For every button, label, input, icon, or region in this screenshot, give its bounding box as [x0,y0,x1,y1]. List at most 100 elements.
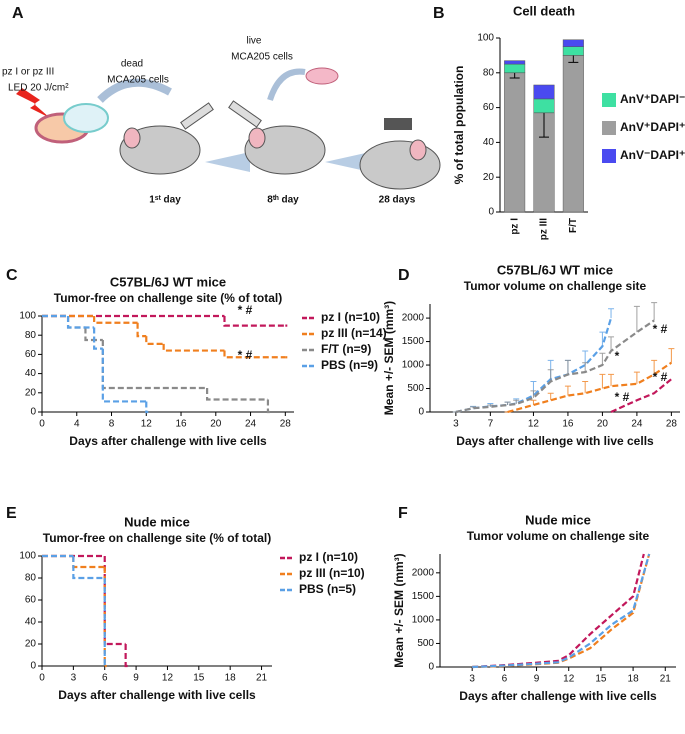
x-tick-label: 18 [225,673,237,684]
series-line [455,319,655,414]
y-tick-label: 60 [483,102,495,113]
y-tick-label: 0 [30,407,36,418]
schematic-text: 8ᵗʰ day [267,195,299,206]
y-tick-label: 1000 [402,360,425,371]
error-bar [599,373,606,389]
x-tick-label: 15 [595,674,607,685]
survival-step [223,350,286,359]
y-tick-label: 2000 [402,313,425,324]
legend-label: AnV⁺DAPI⁻ [620,92,685,106]
dish-lid [63,103,109,133]
survival-step [136,322,147,338]
error-bar [608,308,615,319]
survival-step [66,316,95,329]
schematic-text: MCA205 cells [231,52,293,63]
error-bar [599,352,606,366]
chart-subtitle: Tumor-free on challenge site (% of total… [54,291,282,305]
error-bar [633,371,640,384]
panel-label: F [398,505,408,522]
x-tick-label: 28 [666,419,678,430]
schematic-text: dead [121,59,143,70]
legend-swatch [602,93,616,107]
error-bar [564,385,571,396]
mouse-ear [248,127,266,149]
survival-step [93,327,103,350]
x-tick-label: 3 [453,419,459,430]
x-tick-label: 16 [175,419,187,430]
series-line [472,553,651,669]
bar-segment [533,84,555,100]
y-axis-label: % of total population [452,66,466,185]
annotation: * # [653,322,668,336]
mouse-ear [409,139,427,161]
legend-label: AnV⁺DAPI⁺ [620,120,685,134]
x-tick-label: 3 [469,674,475,685]
error-bar [530,390,537,398]
x-tick-label: 12 [162,673,174,684]
x-axis-label: Days after challenge with live cells [456,434,654,448]
y-tick-label: 40 [25,617,37,628]
survival-step [101,340,208,390]
x-tick-label: 24 [245,419,257,430]
survival-step [206,388,268,401]
y-tick-label: 20 [25,639,37,650]
y-tick-label: 60 [25,595,37,606]
x-tick-label: 15 [193,673,205,684]
chart-title: Nude mice [525,512,591,527]
x-tick-label: 6 [502,674,508,685]
legend-swatch [602,149,616,163]
error-bar [651,302,658,321]
y-tick-label: 60 [25,349,37,360]
arrow [267,68,306,101]
y-tick-label: 2000 [412,567,435,578]
error-bar [547,392,554,401]
y-tick-label: 40 [25,368,37,379]
annotation: * # [238,303,253,317]
bar-segment [562,39,584,47]
y-tick-label: 1500 [412,591,435,602]
survival-step [101,348,147,403]
survival-step [72,556,105,569]
y-tick-label: 100 [19,311,36,322]
x-tick-label: 28 [280,419,292,430]
error-bar [651,359,658,375]
survival-step [266,399,270,414]
mouse-ear [123,127,141,149]
error-bar [513,399,520,405]
y-tick-label: 20 [483,172,495,183]
bar-segment [562,55,584,213]
x-tick-label: 24 [631,419,643,430]
legend-label: AnV⁻DAPI⁺ [620,148,685,162]
legend-label: PBS (n=5) [299,582,356,596]
legend-label: pz I (n=10) [321,310,380,324]
panel-label: C [6,267,18,284]
chart-title: Nude mice [124,514,190,529]
chart-title: C57BL/6J WT mice [110,274,226,289]
error-bar [470,406,477,409]
schematic-text: LED 20 J/cm² [8,83,69,94]
arrow [97,78,172,103]
x-tick-label: pz I [509,218,520,235]
chart-title: C57BL/6J WT mice [497,262,613,277]
x-tick-label: 3 [71,673,77,684]
x-tick-label: 7 [488,419,494,430]
y-tick-label: 0 [418,407,424,418]
x-tick-label: 20 [597,419,609,430]
legend-label: pz III (n=10) [299,566,365,580]
bar-segment [504,72,526,213]
y-tick-label: 500 [417,638,434,649]
error-bar [608,336,615,351]
annotation: * [615,349,620,363]
survival-step [124,644,128,668]
arrow [205,152,250,172]
schematic-text: 28 days [379,195,416,206]
legend-swatch [602,121,616,135]
y-tick-label: 0 [488,207,494,218]
error-bar [582,380,589,394]
chart-title: Cell death [513,3,575,18]
x-tick-label: 12 [141,419,153,430]
bar-segment [504,63,526,74]
error-bar [608,373,615,387]
survival-step [223,316,286,327]
